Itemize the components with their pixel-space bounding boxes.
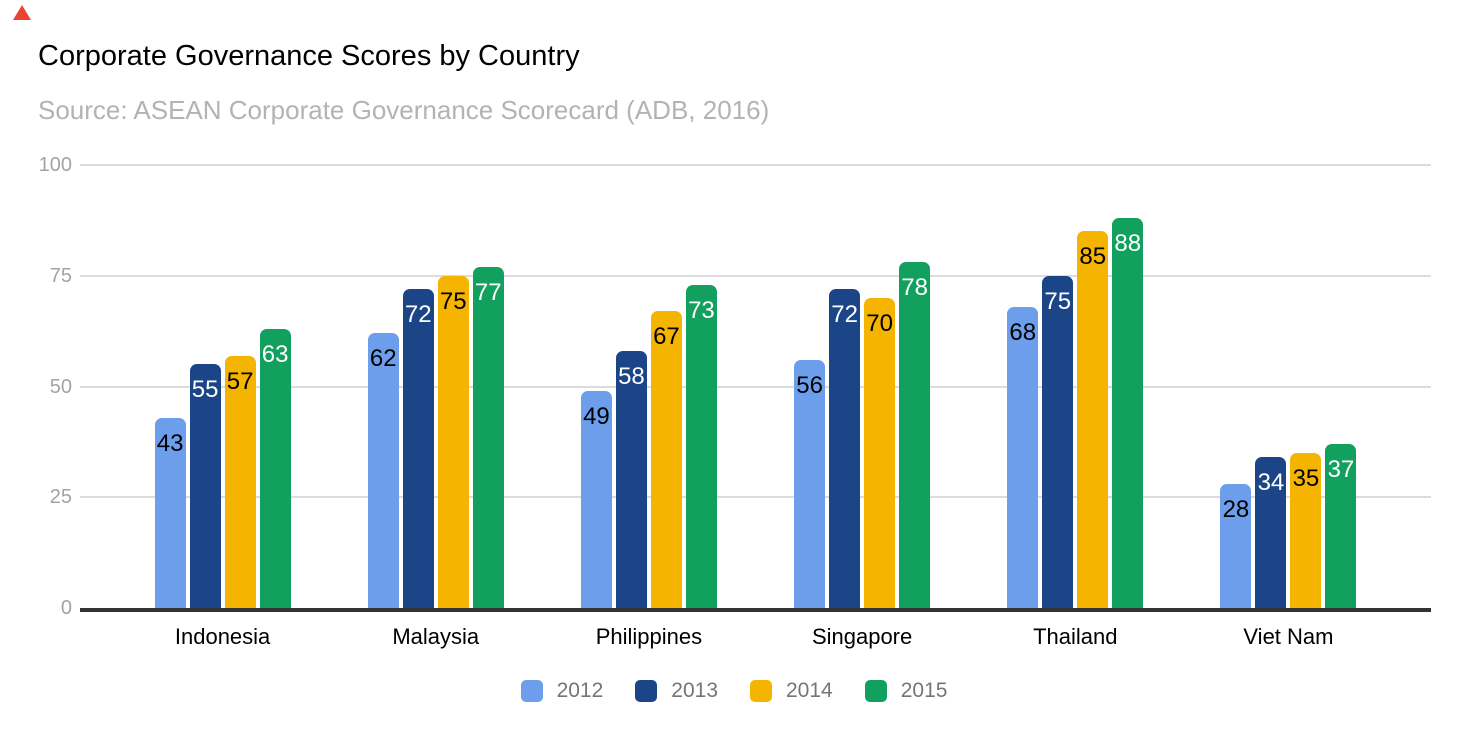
bar-2012-thailand[interactable]: 68 — [1007, 306, 1039, 608]
bar-2015-indonesia[interactable]: 63 — [259, 328, 291, 608]
y-axis-tick-label: 100 — [38, 154, 72, 176]
bar-value-label: 63 — [261, 340, 289, 368]
bar-value-label: 57 — [226, 367, 254, 395]
bar-2014-philippines[interactable]: 67 — [650, 311, 682, 608]
bar-2013-indonesia[interactable]: 55 — [189, 364, 221, 608]
bar-2014-malaysia[interactable]: 75 — [437, 275, 469, 608]
legend-swatch-icon — [520, 680, 543, 702]
bar-2012-philippines[interactable]: 49 — [580, 390, 612, 608]
bar-value-label: 35 — [1292, 464, 1320, 492]
bar-group-philippines: 49 58 67 73 — [542, 165, 755, 608]
y-axis-tick-label: 25 — [49, 486, 72, 509]
bar-value-label: 88 — [1114, 230, 1142, 258]
legend: 2012 2013 2014 2015 — [0, 679, 1468, 703]
bar-value-label: 72 — [404, 301, 432, 329]
x-axis-label-singapore: Singapore — [811, 624, 913, 649]
bar-2015-thailand[interactable]: 88 — [1112, 218, 1144, 608]
legend-swatch-icon — [750, 680, 772, 702]
bar-group-malaysia: 62 72 75 77 — [329, 165, 542, 608]
bar-value-label: 55 — [191, 376, 219, 404]
bar-group-singapore: 56 72 70 78 — [756, 165, 969, 608]
x-axis-label-thailand: Thailand — [1033, 624, 1118, 649]
legend-item-2012[interactable]: 2012 — [520, 679, 604, 703]
bar-2013-singapore[interactable]: 72 — [829, 289, 861, 608]
x-axis-label-indonesia: Indonesia — [174, 624, 271, 649]
y-axis-tick-label: 75 — [49, 264, 72, 287]
bar-value-label: 56 — [796, 371, 823, 399]
bar-value-label: 58 — [618, 363, 645, 391]
bar-2014-indonesia[interactable]: 57 — [224, 355, 256, 608]
legend-item-2014[interactable]: 2014 — [750, 679, 833, 703]
bar-value-label: 62 — [369, 345, 397, 373]
red-triangle-icon — [13, 5, 31, 20]
bar-value-label: 85 — [1079, 243, 1107, 271]
bar-value-label: 37 — [1327, 456, 1355, 484]
plot-area: 43 55 57 63 62 72 75 77 49 58 67 73 56 72 70 78 68 75 85 88… — [80, 164, 1431, 612]
gridline — [80, 496, 1431, 499]
x-axis-label-viet-nam: Viet Nam — [1243, 624, 1334, 649]
gridline — [80, 385, 1431, 388]
bar-2015-malaysia[interactable]: 77 — [472, 266, 504, 608]
chart-subtitle: Source: ASEAN Corporate Governance Score… — [38, 95, 770, 125]
bar-value-label: 34 — [1257, 469, 1285, 497]
gridline — [80, 164, 1431, 166]
bar-2014-singapore[interactable]: 70 — [864, 297, 896, 608]
legend-swatch-icon — [864, 680, 887, 702]
bar-2015-philippines[interactable]: 73 — [685, 284, 717, 608]
x-axis-label-malaysia: Malaysia — [392, 624, 480, 649]
x-axis-line — [80, 608, 1431, 612]
legend-label: 2014 — [786, 679, 833, 702]
y-axis-tick-label: 0 — [60, 597, 72, 619]
bar-2013-viet-nam[interactable]: 34 — [1255, 457, 1287, 608]
gridline — [80, 274, 1431, 277]
legend-label: 2013 — [671, 679, 718, 702]
bar-2014-viet-nam[interactable]: 35 — [1290, 452, 1322, 608]
legend-swatch-icon — [635, 680, 658, 702]
bar-value-label: 70 — [866, 309, 893, 337]
bar-2012-malaysia[interactable]: 62 — [367, 333, 399, 608]
legend-item-2015[interactable]: 2015 — [864, 679, 948, 703]
bar-2013-thailand[interactable]: 75 — [1042, 275, 1074, 608]
bar-value-label: 77 — [474, 278, 502, 306]
bar-value-label: 73 — [688, 296, 715, 324]
x-axis-labels: Indonesia Malaysia Philippines Singapore Tha… — [80, 624, 1431, 650]
bar-value-label: 43 — [156, 429, 184, 457]
x-axis-label-philippines: Philippines — [595, 624, 703, 649]
bar-group-indonesia: 43 55 57 63 — [116, 165, 329, 608]
bar-value-label: 49 — [583, 402, 610, 430]
y-axis-tick-label: 50 — [49, 375, 72, 398]
bar-2013-philippines[interactable]: 58 — [615, 351, 647, 608]
bar-value-label: 28 — [1222, 495, 1250, 523]
bar-2013-malaysia[interactable]: 72 — [402, 289, 434, 608]
legend-label: 2015 — [900, 679, 948, 702]
chart-title: Corporate Governance Scores by Country — [38, 40, 580, 72]
bar-value-label: 67 — [653, 323, 680, 351]
bar-value-label: 75 — [1044, 287, 1072, 315]
legend-label: 2012 — [556, 679, 604, 702]
bar-value-label: 68 — [1009, 318, 1037, 346]
bar-group-thailand: 68 75 85 88 — [969, 165, 1182, 608]
bar-2012-indonesia[interactable]: 43 — [154, 417, 186, 608]
bar-value-label: 75 — [439, 287, 467, 315]
bar-2015-viet-nam[interactable]: 37 — [1325, 444, 1357, 608]
bar-group-viet-nam: 28 34 35 37 — [1182, 165, 1395, 608]
bar-2015-singapore[interactable]: 78 — [899, 262, 931, 608]
y-axis: 0 25 50 75 100 — [0, 154, 72, 619]
bar-2012-viet-nam[interactable]: 28 — [1220, 483, 1252, 608]
bar-value-label: 78 — [901, 274, 928, 302]
bar-value-label: 72 — [831, 301, 858, 329]
legend-item-2013[interactable]: 2013 — [635, 679, 718, 703]
bar-2014-thailand[interactable]: 85 — [1077, 231, 1109, 608]
bar-groups: 43 55 57 63 62 72 75 77 49 58 67 73 56 72 70 78 68 75 85 88… — [80, 165, 1431, 608]
bar-2012-singapore[interactable]: 56 — [794, 359, 826, 608]
